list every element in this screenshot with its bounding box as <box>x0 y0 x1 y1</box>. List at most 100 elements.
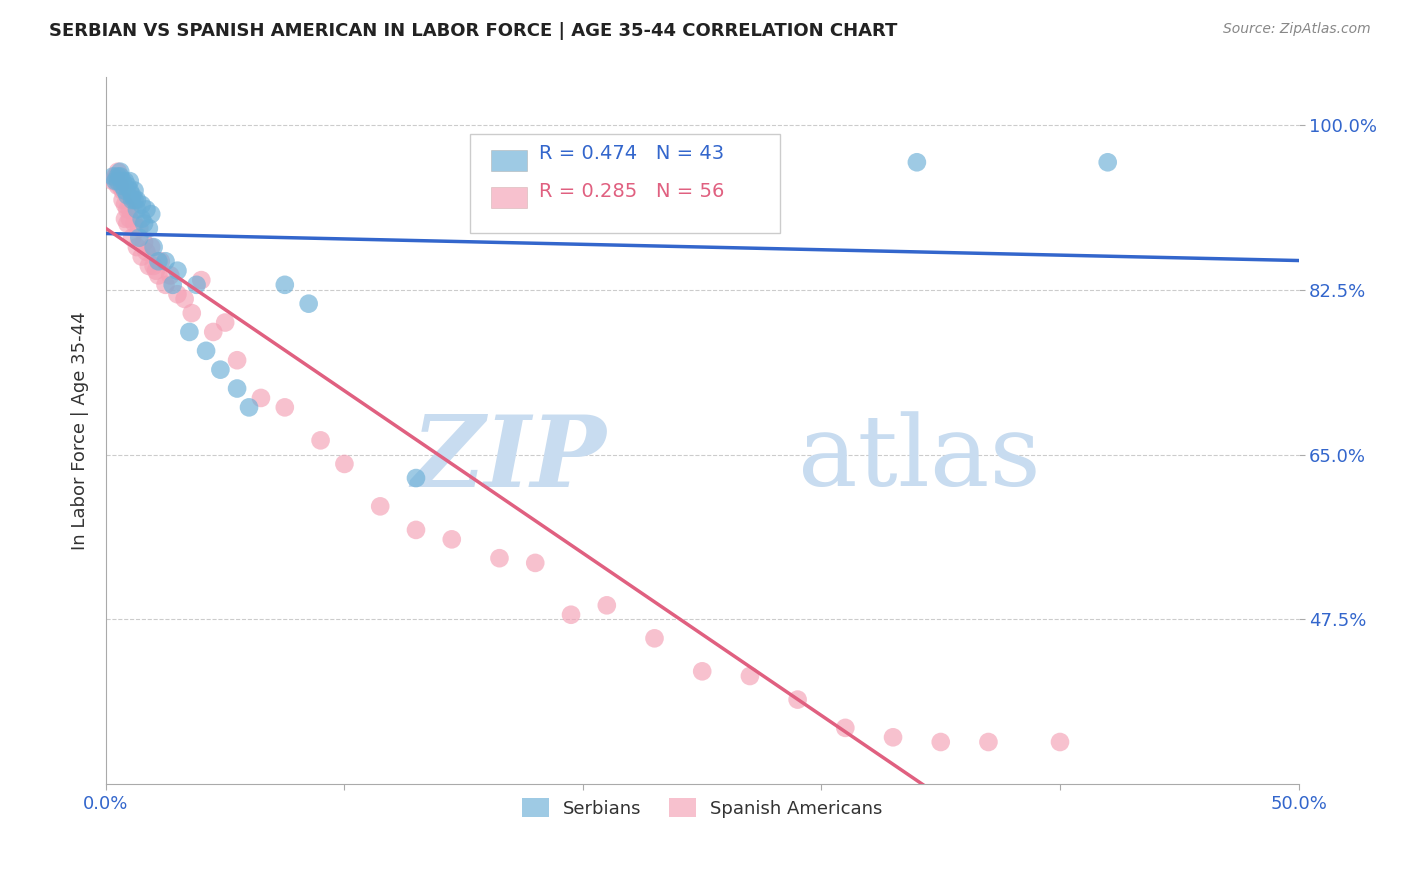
Point <box>138 221 160 235</box>
Point <box>110 169 132 184</box>
Point <box>107 169 129 184</box>
Point <box>131 250 153 264</box>
Point <box>118 174 141 188</box>
FancyBboxPatch shape <box>491 150 527 171</box>
Point <box>190 273 212 287</box>
Point <box>209 362 232 376</box>
Point <box>159 268 181 283</box>
Point <box>111 184 134 198</box>
Point <box>148 268 170 283</box>
Point <box>690 665 713 679</box>
Point <box>226 353 249 368</box>
Point <box>107 178 129 193</box>
FancyBboxPatch shape <box>491 187 527 208</box>
Point <box>142 240 165 254</box>
Point <box>148 254 170 268</box>
Point <box>121 193 143 207</box>
Point <box>124 217 146 231</box>
Point <box>124 184 146 198</box>
Point <box>111 178 134 193</box>
Point <box>596 599 619 613</box>
Point <box>440 533 463 547</box>
Point <box>1097 155 1119 169</box>
Point <box>405 471 427 485</box>
Text: R = 0.474   N = 43: R = 0.474 N = 43 <box>538 145 724 163</box>
Point <box>488 551 510 566</box>
Point <box>250 391 273 405</box>
Point <box>882 731 904 745</box>
Point <box>101 169 124 184</box>
Point <box>104 174 127 188</box>
Point <box>128 230 150 244</box>
Point <box>114 197 136 211</box>
Point <box>124 193 146 207</box>
Point <box>173 292 195 306</box>
Y-axis label: In Labor Force | Age 35-44: In Labor Force | Age 35-44 <box>72 311 89 550</box>
Point <box>131 211 153 226</box>
Point <box>111 174 134 188</box>
Point <box>155 254 177 268</box>
Point <box>166 287 188 301</box>
Point <box>644 632 666 646</box>
Point <box>274 401 297 415</box>
Point <box>114 184 136 198</box>
Point <box>929 735 952 749</box>
Point <box>117 202 139 217</box>
Point <box>977 735 1000 749</box>
Point <box>834 721 856 735</box>
Point <box>238 401 260 415</box>
Text: atlas: atlas <box>797 411 1040 508</box>
Text: SERBIAN VS SPANISH AMERICAN IN LABOR FORCE | AGE 35-44 CORRELATION CHART: SERBIAN VS SPANISH AMERICAN IN LABOR FOR… <box>49 22 897 40</box>
Point <box>121 188 143 202</box>
Point <box>132 217 155 231</box>
Point <box>1049 735 1071 749</box>
Point <box>560 607 582 622</box>
Point <box>145 263 167 277</box>
Point <box>128 221 150 235</box>
Point <box>179 325 201 339</box>
Point <box>117 178 139 193</box>
Point <box>333 457 356 471</box>
Point <box>524 556 547 570</box>
Legend: Serbians, Spanish Americans: Serbians, Spanish Americans <box>515 791 890 825</box>
Point <box>110 164 132 178</box>
Point <box>110 174 132 188</box>
Point <box>149 254 172 268</box>
Point <box>107 164 129 178</box>
Point <box>309 434 332 448</box>
Point <box>114 211 136 226</box>
Point <box>110 178 132 193</box>
Point <box>162 277 184 292</box>
Point <box>214 316 236 330</box>
Point <box>166 263 188 277</box>
Point <box>155 277 177 292</box>
Point <box>905 155 928 169</box>
Point <box>104 169 127 184</box>
Point <box>226 382 249 396</box>
Point <box>135 202 157 217</box>
Point <box>786 692 808 706</box>
Point <box>114 174 136 188</box>
Text: ZIP: ZIP <box>412 411 607 508</box>
Point <box>142 259 165 273</box>
Point <box>101 174 124 188</box>
Point <box>107 174 129 188</box>
Point <box>141 207 163 221</box>
Text: Source: ZipAtlas.com: Source: ZipAtlas.com <box>1223 22 1371 37</box>
Text: R = 0.285   N = 56: R = 0.285 N = 56 <box>538 183 724 202</box>
Point <box>132 235 155 250</box>
Point <box>186 277 208 292</box>
Point <box>180 306 202 320</box>
Point <box>121 230 143 244</box>
Point <box>118 211 141 226</box>
Point <box>131 197 153 211</box>
Point <box>125 202 148 217</box>
Point <box>195 343 218 358</box>
Point <box>738 669 761 683</box>
Point <box>125 240 148 254</box>
Point <box>135 244 157 259</box>
Point <box>117 217 139 231</box>
Point <box>141 240 163 254</box>
Point <box>368 500 391 514</box>
Point <box>298 296 321 310</box>
